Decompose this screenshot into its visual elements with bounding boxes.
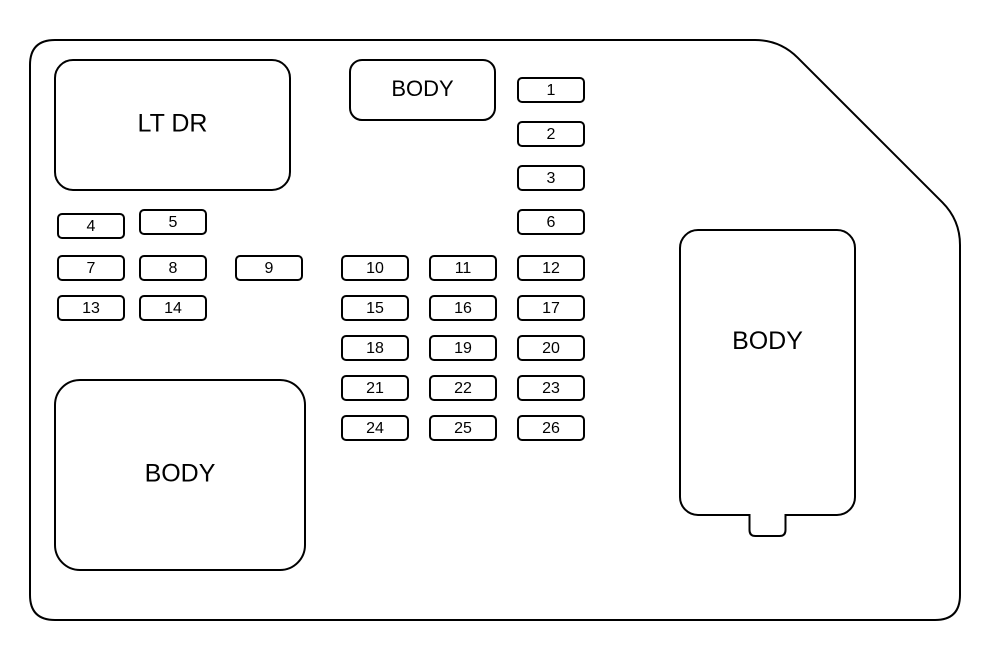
fuse-11: 11 [430, 256, 496, 280]
fuse-1: 1 [518, 78, 584, 102]
fuse-22: 22 [430, 376, 496, 400]
fuse-label-13: 13 [82, 300, 100, 317]
block-label-body_left: BODY [145, 460, 216, 488]
fuse-label-11: 11 [455, 260, 472, 277]
fuse-26: 26 [518, 416, 584, 440]
fuse-label-22: 22 [454, 380, 472, 397]
fuse-label-25: 25 [454, 420, 472, 437]
fuse-label-6: 6 [547, 214, 556, 231]
fuse-25: 25 [430, 416, 496, 440]
fuse-5: 5 [140, 210, 206, 234]
block-label-body_right: BODY [732, 327, 803, 355]
fuse-7: 7 [58, 256, 124, 280]
fuse-18: 18 [342, 336, 408, 360]
fuse-label-17: 17 [542, 300, 560, 317]
fuse-label-8: 8 [169, 260, 178, 277]
fuse-label-14: 14 [164, 300, 182, 317]
fuse-13: 13 [58, 296, 124, 320]
fuse-8: 8 [140, 256, 206, 280]
fuse-label-15: 15 [366, 300, 384, 317]
fuse-label-5: 5 [169, 214, 178, 231]
fuse-label-23: 23 [542, 380, 560, 397]
fuse-label-12: 12 [542, 260, 560, 277]
fuse-label-1: 1 [547, 82, 556, 99]
block-body_top: BODY [350, 60, 495, 120]
fuse-6: 6 [518, 210, 584, 234]
block-label-body_top: BODY [391, 76, 454, 101]
fuse-label-20: 20 [542, 340, 560, 357]
fuse-14: 14 [140, 296, 206, 320]
fuse-label-26: 26 [542, 420, 560, 437]
fuse-label-16: 16 [454, 300, 472, 317]
fuse-label-24: 24 [366, 420, 384, 437]
fuse-label-2: 2 [547, 126, 556, 143]
fuse-16: 16 [430, 296, 496, 320]
fuse-19: 19 [430, 336, 496, 360]
fuse-label-19: 19 [454, 340, 472, 357]
fuse-17: 17 [518, 296, 584, 320]
fuse-label-7: 7 [87, 260, 96, 277]
block-body_left: BODY [55, 380, 305, 570]
fuse-3: 3 [518, 166, 584, 190]
fuse-label-3: 3 [547, 170, 556, 187]
fuse-label-21: 21 [366, 380, 384, 397]
fuse-12: 12 [518, 256, 584, 280]
fuse-15: 15 [342, 296, 408, 320]
block-body_right: BODY [680, 230, 855, 536]
fuse-9: 9 [236, 256, 302, 280]
fuse-label-18: 18 [366, 340, 384, 357]
fuse-label-4: 4 [87, 218, 96, 235]
block-label-ltdr: LT DR [138, 110, 208, 138]
fuse-label-10: 10 [366, 260, 384, 277]
fuse-4: 4 [58, 214, 124, 238]
fuse-label-9: 9 [265, 260, 274, 277]
fuse-23: 23 [518, 376, 584, 400]
fuse-2: 2 [518, 122, 584, 146]
block-ltdr: LT DR [55, 60, 290, 190]
fuse-20: 20 [518, 336, 584, 360]
fuse-24: 24 [342, 416, 408, 440]
fuse-21: 21 [342, 376, 408, 400]
fuse-10: 10 [342, 256, 408, 280]
